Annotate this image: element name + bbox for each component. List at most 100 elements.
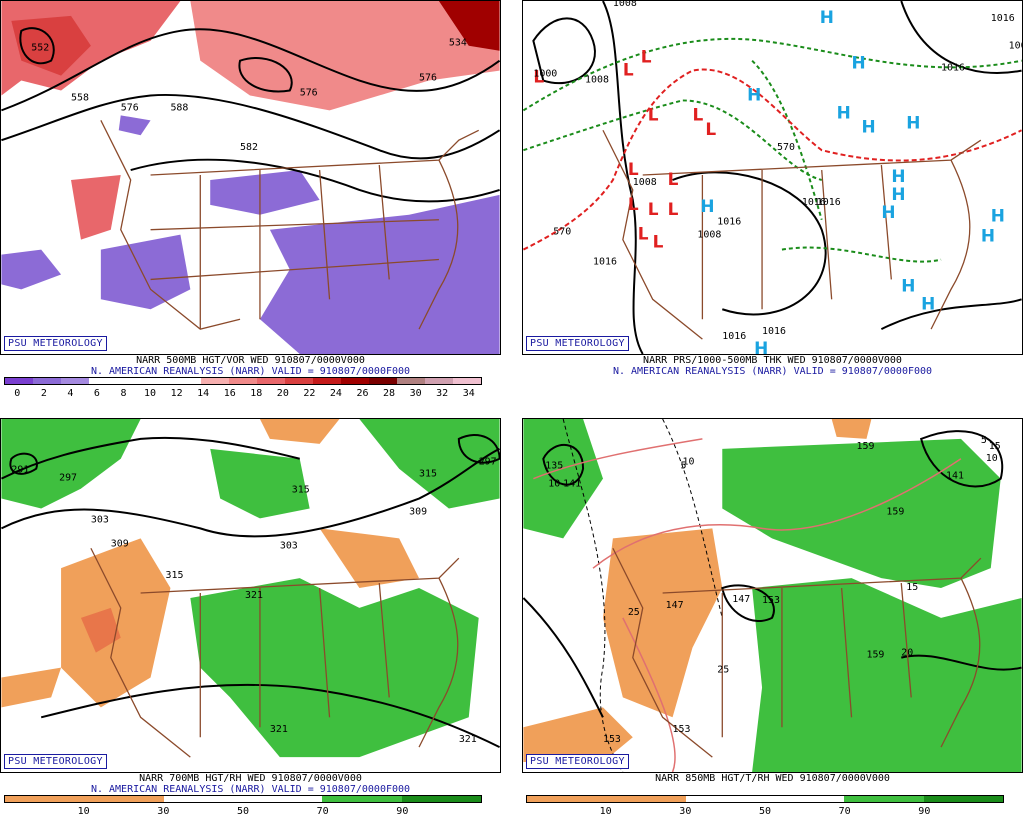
caption-line1: NARR PRS/1000-500MB THK WED 910807/0000V… bbox=[643, 355, 902, 366]
rh-dry-area-north bbox=[831, 419, 872, 439]
contour-label: 534 bbox=[449, 38, 467, 49]
contour-label: 582 bbox=[240, 142, 258, 153]
scale-swatch bbox=[5, 378, 33, 384]
svg-text:L: L bbox=[653, 232, 664, 252]
scale-swatch bbox=[341, 378, 369, 384]
contour-label: 159 bbox=[866, 650, 884, 661]
scale-tick-label: 10 bbox=[77, 806, 90, 817]
scale-tick-label: 20 bbox=[276, 388, 289, 399]
rh-dry-area-pacific bbox=[1, 667, 62, 708]
scale-swatch bbox=[285, 378, 313, 384]
rh-moist-area-nw bbox=[523, 419, 603, 539]
caption-line1: NARR 700MB HGT/RH WED 910807/0000V000 bbox=[139, 773, 362, 784]
thickness-570-line bbox=[523, 68, 1022, 251]
scale-swatch bbox=[764, 796, 845, 802]
high-markers: HHH HH H HHH HHH HHH bbox=[700, 7, 1004, 354]
color-scale-bar bbox=[4, 795, 482, 803]
color-scale-ticks: 10 30 50 70 90 bbox=[4, 806, 482, 818]
psu-badge: PSU METEOROLOGY bbox=[4, 754, 107, 769]
contour-label: 303 bbox=[91, 514, 109, 525]
scale-swatch bbox=[453, 378, 481, 384]
contour-label: 321 bbox=[270, 724, 288, 735]
scale-swatch bbox=[117, 378, 145, 384]
svg-text:L: L bbox=[628, 194, 639, 214]
vort-low-area-sw bbox=[100, 234, 191, 310]
contour-label: 570 bbox=[777, 142, 795, 153]
contour-label: 321 bbox=[245, 590, 263, 601]
scale-swatch bbox=[425, 378, 453, 384]
contour-label: 1016 bbox=[722, 331, 746, 342]
contour-label: 141 bbox=[946, 471, 964, 482]
contour-label: 5 bbox=[681, 461, 687, 472]
thickness-lines bbox=[523, 37, 1022, 263]
scale-swatch bbox=[89, 378, 117, 384]
svg-text:L: L bbox=[533, 67, 544, 87]
rh-moist-area-canada bbox=[210, 448, 310, 519]
contour-label: 141 bbox=[563, 479, 581, 490]
svg-text:H: H bbox=[747, 84, 761, 104]
svg-text:L: L bbox=[648, 199, 659, 219]
scale-tick-label: 90 bbox=[396, 806, 409, 817]
caption-line2: N. AMERICAN REANALYSIS (NARR) VALID = 91… bbox=[612, 366, 933, 377]
map-850mb-svg: 1351411471531531591591591531471415151010… bbox=[523, 419, 1022, 772]
scale-swatch bbox=[5, 796, 85, 802]
contour-label: 588 bbox=[170, 102, 188, 113]
svg-text:L: L bbox=[628, 159, 639, 179]
contour-label: 315 bbox=[165, 570, 183, 581]
contour-label: 1016 bbox=[762, 326, 786, 337]
scale-tick-label: 28 bbox=[383, 388, 396, 399]
contour-label: 1016 bbox=[802, 197, 826, 208]
svg-text:L: L bbox=[705, 119, 716, 139]
svg-text:L: L bbox=[668, 199, 679, 219]
svg-text:L: L bbox=[641, 47, 652, 67]
svg-text:H: H bbox=[852, 53, 866, 73]
contour-label: 147 bbox=[732, 594, 750, 605]
vort-low-area-nw bbox=[118, 115, 151, 136]
scale-swatch bbox=[61, 378, 89, 384]
rh-moist-area-canada bbox=[722, 438, 1001, 589]
low-markers: L LL L LL L LL L LL L bbox=[533, 47, 716, 252]
contour-label: 291 bbox=[11, 465, 29, 476]
rh-dry-area-pacific bbox=[523, 707, 633, 763]
contour-label: 25 bbox=[628, 607, 640, 618]
caption-line1: NARR 500MB HGT/VOR WED 910807/0000V000 bbox=[136, 355, 365, 366]
panel-500mb-vorticity: 552 558 576 576 576 582 588 534 PSU METEOROLOGY… bbox=[0, 0, 501, 400]
contour-label: 321 bbox=[459, 734, 477, 745]
contour-label: 153 bbox=[673, 724, 691, 735]
contour-label: 570 bbox=[553, 227, 571, 238]
contour-label: 309 bbox=[111, 538, 129, 549]
contour-label: 135 bbox=[545, 461, 563, 472]
contour-label: 576 bbox=[300, 87, 318, 98]
contour-label: 10 bbox=[986, 453, 998, 464]
contour-label: 15 bbox=[906, 582, 918, 593]
scale-tick-label: 70 bbox=[316, 806, 329, 817]
vort-max-area-ne bbox=[438, 1, 500, 51]
isobars bbox=[532, 1, 1022, 354]
contour-label: 558 bbox=[71, 92, 89, 103]
caption-line1: NARR 850MB HGT/T/RH WED 910807/0000V000 bbox=[655, 773, 890, 784]
svg-text:H: H bbox=[700, 196, 714, 216]
scale-tick-label: 30 bbox=[679, 806, 692, 817]
political-borders bbox=[100, 120, 479, 330]
scale-tick-label: 2 bbox=[40, 388, 47, 399]
rh-very-dry-area bbox=[80, 607, 121, 653]
scale-tick-label: 22 bbox=[303, 388, 316, 399]
contour-label: 1008 bbox=[1009, 41, 1022, 52]
scale-tick-label: 30 bbox=[157, 806, 170, 817]
vort-high-area-north bbox=[190, 1, 500, 111]
map-500mb-svg: 552 558 576 576 576 582 588 534 bbox=[1, 1, 500, 354]
color-scale-ticks: 0 2 4 6 8 10 12 14 16 18 20 22 24 26 28 30 32 34 bbox=[4, 388, 482, 400]
contour-label: 315 bbox=[419, 469, 437, 480]
svg-text:H: H bbox=[820, 7, 834, 27]
svg-text:L: L bbox=[623, 60, 634, 80]
scale-swatch bbox=[257, 378, 285, 384]
contour-label: 153 bbox=[603, 734, 621, 745]
scale-swatch bbox=[33, 378, 61, 384]
contour-label: 153 bbox=[762, 595, 780, 606]
vort-low-area-plains bbox=[210, 170, 320, 215]
scale-swatch bbox=[145, 378, 173, 384]
height-contours bbox=[1, 27, 500, 203]
map-850mb: 135 141 147 153 153 159 159 159 153 147 141 5 15 10 10… bbox=[522, 418, 1023, 773]
